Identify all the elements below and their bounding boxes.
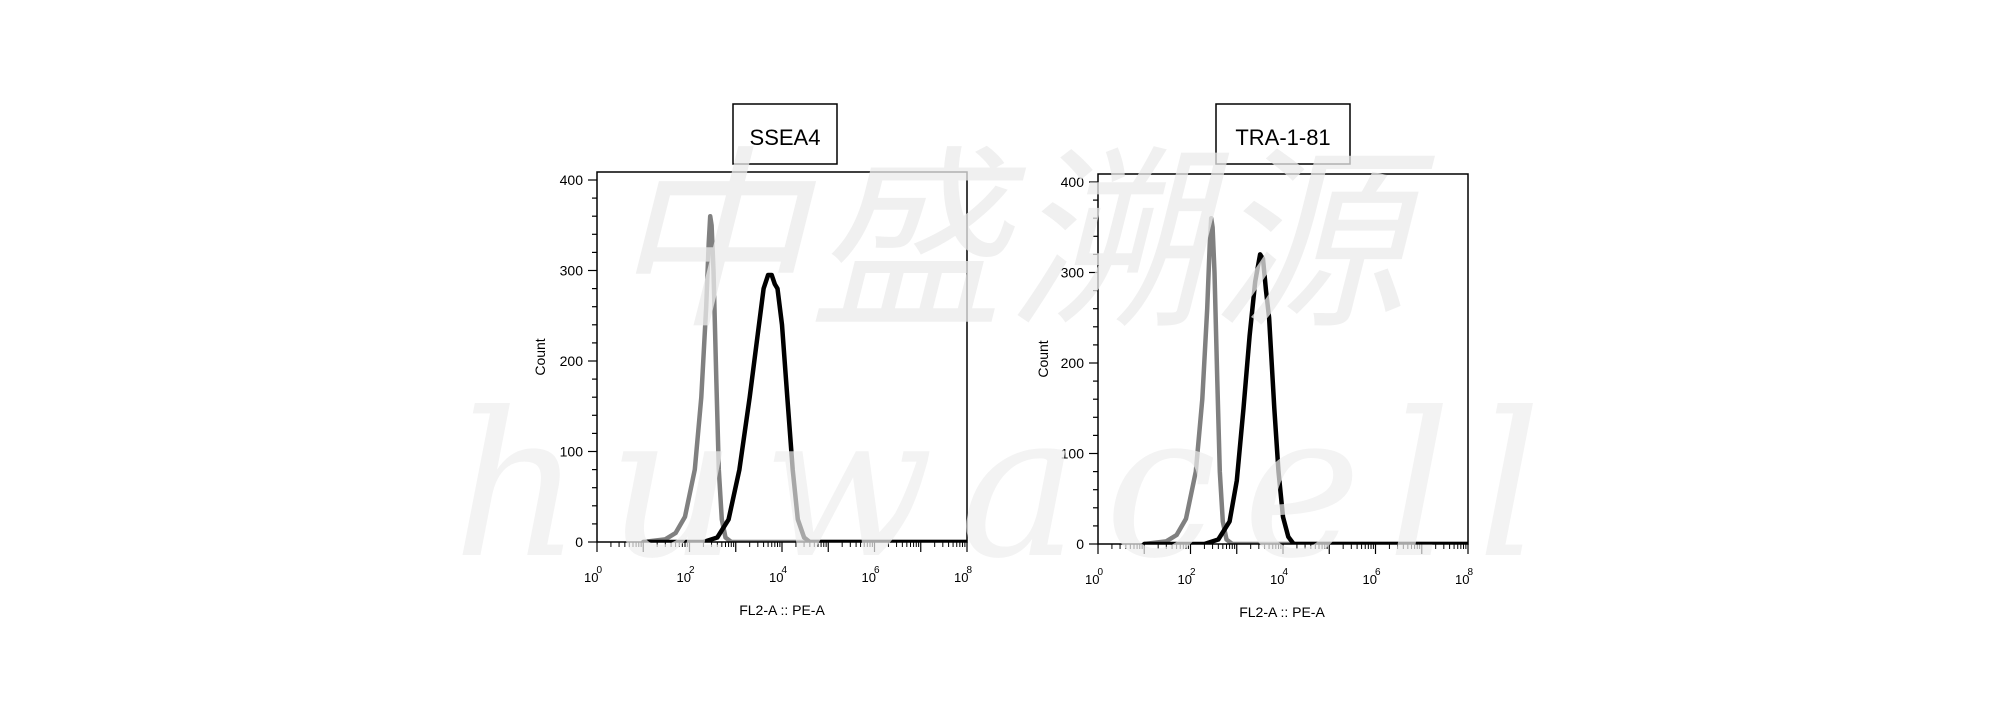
x-tick-label: 104 (1270, 567, 1289, 587)
x-tick-exponent: 0 (1098, 567, 1104, 578)
x-tick-base: 10 (1270, 572, 1284, 587)
watermark-chinese: 中盛溯源 (608, 129, 1435, 356)
control-histogram-line (641, 213, 967, 542)
y-tick-label: 200 (560, 353, 584, 369)
x-tick-base: 10 (1363, 572, 1377, 587)
x-tick-exponent: 4 (1283, 567, 1289, 578)
x-axis-label: FL2-A :: PE-A (739, 602, 825, 618)
y-tick-label: 200 (1061, 355, 1085, 371)
x-axis-label: FL2-A :: PE-A (1239, 604, 1325, 620)
y-axis-label: Count (532, 338, 548, 375)
y-tick-label: 0 (575, 534, 583, 550)
chart-title: TRA-1-81 (1235, 125, 1330, 150)
y-tick-label: 100 (560, 444, 584, 460)
watermark-latin: huwacell (453, 370, 1567, 603)
stained-histogram-line (641, 272, 967, 542)
x-tick-exponent: 6 (874, 565, 880, 576)
x-tick-label: 100 (1085, 567, 1104, 587)
control-histogram-line (1142, 215, 1468, 544)
x-tick-label: 102 (677, 565, 696, 585)
x-tick-exponent: 2 (689, 565, 695, 576)
x-tick-base: 10 (1178, 572, 1192, 587)
plot-frame (596, 171, 968, 543)
chart-title: SSEA4 (750, 125, 821, 150)
y-tick-label: 400 (1061, 174, 1085, 190)
x-tick-label: 104 (769, 565, 788, 585)
x-tick-base: 10 (584, 570, 598, 585)
x-tick-label: 106 (862, 565, 881, 585)
x-tick-exponent: 4 (782, 565, 788, 576)
x-tick-label: 108 (1455, 567, 1474, 587)
x-tick-base: 10 (1455, 572, 1469, 587)
x-tick-exponent: 6 (1375, 567, 1381, 578)
x-tick-label: 100 (584, 565, 603, 585)
x-tick-exponent: 0 (597, 565, 603, 576)
plot-frame (1097, 173, 1469, 545)
stained-histogram-line (1142, 252, 1468, 544)
y-tick-label: 400 (560, 172, 584, 188)
x-tick-exponent: 8 (1468, 567, 1474, 578)
y-tick-label: 300 (1061, 265, 1085, 281)
x-tick-exponent: 8 (967, 565, 973, 576)
x-tick-base: 10 (677, 570, 691, 585)
x-tick-base: 10 (769, 570, 783, 585)
title-box (732, 103, 838, 165)
x-tick-label: 102 (1178, 567, 1197, 587)
x-tick-label: 106 (1363, 567, 1382, 587)
y-tick-label: 0 (1076, 536, 1084, 552)
x-tick-base: 10 (954, 570, 968, 585)
y-tick-label: 100 (1061, 446, 1085, 462)
x-tick-base: 10 (1085, 572, 1099, 587)
x-tick-base: 10 (862, 570, 876, 585)
title-box (1215, 103, 1351, 165)
y-axis-label: Count (1035, 340, 1051, 377)
x-tick-label: 108 (954, 565, 973, 585)
y-tick-label: 300 (560, 263, 584, 279)
x-tick-exponent: 2 (1190, 567, 1196, 578)
